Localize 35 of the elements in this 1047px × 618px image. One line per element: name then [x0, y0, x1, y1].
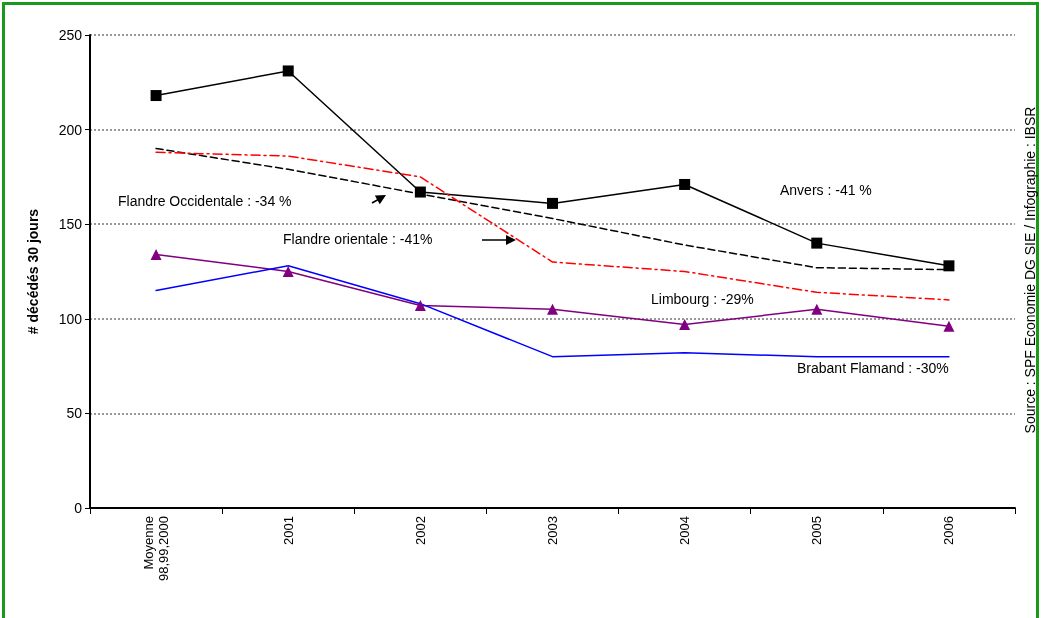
annotation: Limbourg : -29%	[651, 291, 754, 307]
y-tick-label: 150	[58, 216, 83, 233]
y-axis-title: # décédés 30 jours	[25, 208, 41, 335]
annotation: Flandre orientale : -41%	[283, 231, 433, 247]
point	[811, 303, 823, 315]
y-tick-label: 100	[58, 310, 83, 327]
point	[150, 90, 162, 102]
x-tick-label: Moyenne 98,99,2000	[141, 516, 172, 582]
y-tick-label: 0	[74, 500, 83, 516]
point	[282, 266, 294, 277]
point	[547, 197, 558, 209]
x-tick-label: 2001	[280, 516, 296, 545]
x-tick-label: 2006	[941, 516, 957, 545]
y-tick-label: 50	[66, 405, 83, 422]
point	[282, 65, 294, 77]
point	[679, 318, 691, 330]
point	[679, 178, 691, 190]
x-tick-label: 2003	[545, 516, 560, 545]
x-tick-label: 2005	[809, 516, 825, 545]
point	[943, 260, 955, 272]
y-tick-label: 200	[58, 121, 83, 138]
annotation: Flandre Occidentale : -34 %	[118, 193, 292, 209]
line-series	[155, 265, 950, 358]
point	[943, 320, 955, 332]
point	[150, 248, 162, 260]
source-note: Source : SPF Economie DG SIE / Infographie : IBSR	[1022, 106, 1038, 434]
point	[811, 237, 823, 249]
x-tick-label: 2004	[677, 516, 693, 545]
annotation: Anvers : -41 %	[780, 182, 872, 198]
point	[414, 300, 426, 312]
annotation: Brabant Flamand : -30%	[797, 360, 949, 376]
point	[414, 186, 426, 198]
x-tick-label: 2002	[412, 516, 428, 545]
y-tick-label: 250	[58, 27, 83, 43]
point	[547, 303, 558, 315]
